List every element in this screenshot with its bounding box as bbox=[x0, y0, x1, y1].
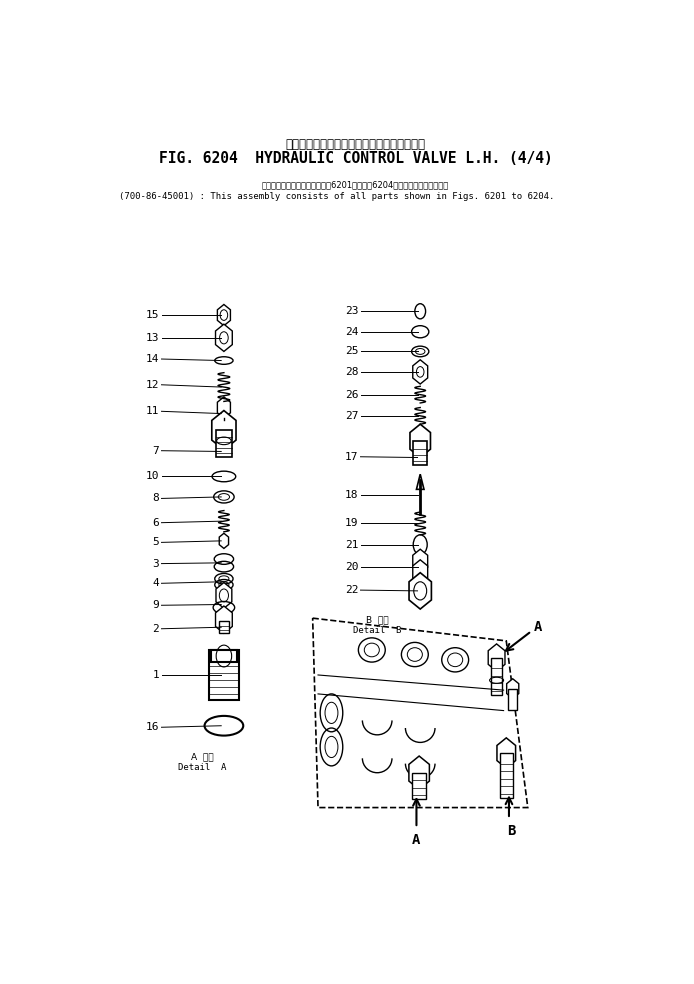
Text: FIG. 6204  HYDRAULIC CONTROL VALVE L.H. (4/4): FIG. 6204 HYDRAULIC CONTROL VALVE L.H. (… bbox=[159, 151, 552, 165]
Polygon shape bbox=[216, 583, 232, 608]
Bar bbox=[216, 430, 232, 457]
Text: 5: 5 bbox=[153, 537, 160, 547]
Text: 9: 9 bbox=[153, 600, 160, 610]
Polygon shape bbox=[488, 644, 505, 671]
Text: 18: 18 bbox=[345, 490, 358, 501]
Text: 23: 23 bbox=[345, 306, 358, 316]
Text: Detail  B: Detail B bbox=[353, 626, 401, 635]
Text: 6: 6 bbox=[153, 518, 160, 527]
Text: このアセンブリの構成部品は癲6201図から癲6204図の部品まで含みます．: このアセンブリの構成部品は癲6201図から癲6204図の部品まで含みます． bbox=[262, 180, 449, 189]
Text: 22: 22 bbox=[345, 585, 358, 595]
Bar bbox=[209, 650, 239, 700]
Text: 8: 8 bbox=[153, 493, 160, 504]
Polygon shape bbox=[410, 424, 430, 458]
Polygon shape bbox=[216, 606, 232, 634]
Text: 20: 20 bbox=[345, 562, 358, 572]
Polygon shape bbox=[497, 738, 516, 769]
Text: ハイドロリック　コントロール　バルブ　左: ハイドロリック コントロール バルブ 左 bbox=[286, 138, 425, 152]
Text: 17: 17 bbox=[345, 452, 358, 461]
Text: Detail  A: Detail A bbox=[178, 763, 226, 771]
Text: (700-86-45001) : This assembly consists of all parts shown in Figs. 6201 to 6204: (700-86-45001) : This assembly consists … bbox=[119, 192, 555, 201]
Text: 25: 25 bbox=[345, 346, 358, 356]
Text: 10: 10 bbox=[146, 471, 160, 481]
Polygon shape bbox=[507, 679, 519, 699]
Text: 1: 1 bbox=[153, 670, 160, 680]
Text: A: A bbox=[534, 620, 543, 635]
Text: 28: 28 bbox=[345, 367, 358, 377]
Polygon shape bbox=[416, 474, 424, 489]
Polygon shape bbox=[409, 756, 430, 789]
Text: 3: 3 bbox=[153, 559, 160, 569]
Bar bbox=[491, 657, 502, 696]
Text: 11: 11 bbox=[146, 406, 160, 416]
Text: 2: 2 bbox=[153, 624, 160, 634]
Text: 12: 12 bbox=[146, 380, 160, 390]
Bar bbox=[500, 753, 513, 798]
Text: 7: 7 bbox=[153, 446, 160, 456]
Polygon shape bbox=[217, 397, 230, 418]
Polygon shape bbox=[219, 533, 228, 548]
Polygon shape bbox=[212, 410, 236, 450]
Text: 13: 13 bbox=[146, 333, 160, 342]
Bar bbox=[211, 650, 237, 661]
Polygon shape bbox=[217, 304, 230, 326]
Bar bbox=[509, 689, 517, 709]
Bar bbox=[412, 772, 426, 799]
Text: 27: 27 bbox=[345, 411, 358, 421]
Text: 24: 24 bbox=[345, 327, 358, 337]
Polygon shape bbox=[216, 324, 232, 351]
Polygon shape bbox=[413, 549, 428, 574]
Text: 15: 15 bbox=[146, 310, 160, 320]
Text: B: B bbox=[507, 825, 516, 838]
Bar bbox=[413, 441, 428, 465]
Text: 26: 26 bbox=[345, 390, 358, 400]
Text: 16: 16 bbox=[146, 722, 160, 732]
Text: 21: 21 bbox=[345, 539, 358, 550]
Polygon shape bbox=[413, 560, 428, 584]
Text: A: A bbox=[412, 833, 421, 847]
Polygon shape bbox=[413, 360, 428, 384]
Bar bbox=[219, 621, 229, 634]
Text: 14: 14 bbox=[146, 354, 160, 364]
Text: A  詳細: A 詳細 bbox=[191, 753, 214, 762]
Text: 4: 4 bbox=[153, 579, 160, 588]
Text: 19: 19 bbox=[345, 519, 358, 528]
Polygon shape bbox=[409, 573, 432, 609]
Text: B  詳細: B 詳細 bbox=[366, 615, 389, 624]
